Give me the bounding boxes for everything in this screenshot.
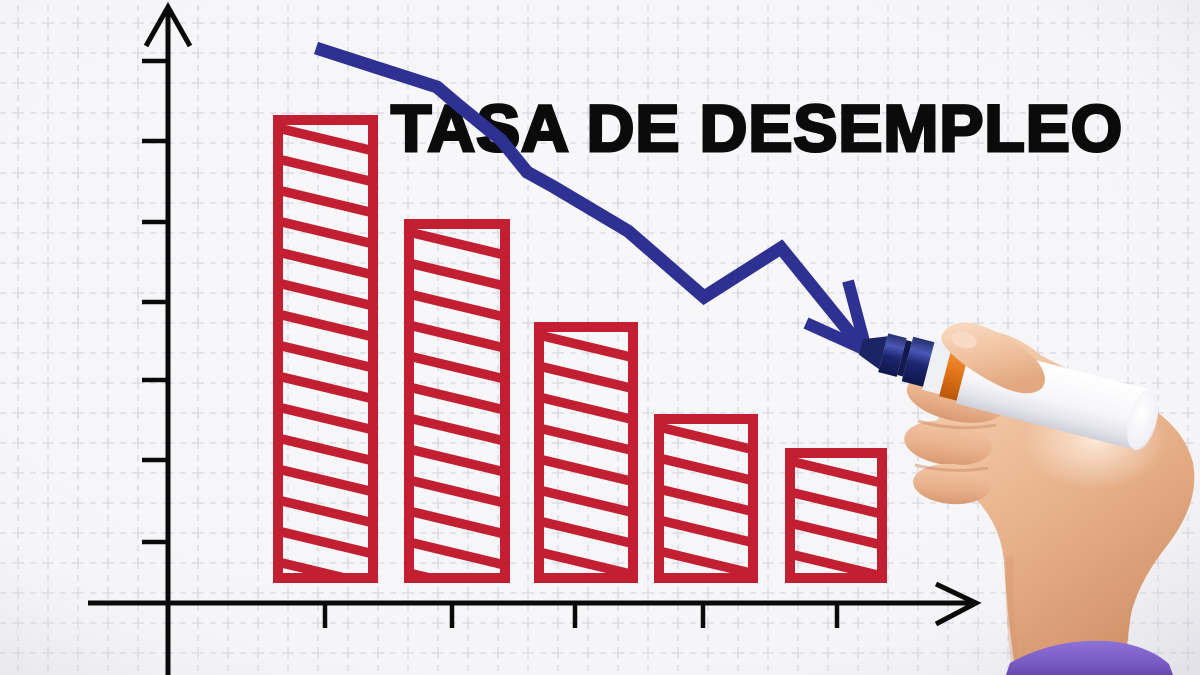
x-axis-arrowhead bbox=[934, 581, 982, 627]
bar bbox=[785, 448, 887, 583]
trend-line bbox=[314, 41, 869, 354]
thumb bbox=[941, 322, 1045, 394]
chart-title: TASA DE DESEMPLEO bbox=[391, 91, 1123, 165]
trend-line-group bbox=[314, 41, 872, 357]
middle-finger bbox=[904, 420, 992, 466]
bar bbox=[654, 414, 758, 583]
trend-arrowhead-barb bbox=[803, 317, 871, 357]
marker-collar bbox=[922, 339, 953, 395]
sleeve bbox=[1006, 640, 1173, 675]
bar-hatching bbox=[413, 228, 501, 574]
finger-crease bbox=[914, 463, 989, 472]
marker-ferrule-ring bbox=[901, 336, 935, 387]
bar-hatching bbox=[794, 457, 878, 574]
bar-hatching bbox=[543, 331, 629, 574]
bar bbox=[534, 322, 638, 583]
bar bbox=[273, 115, 378, 583]
bar-hatching bbox=[663, 423, 749, 574]
hand-illustration bbox=[858, 322, 1195, 675]
axes bbox=[88, 1, 982, 675]
ring-finger bbox=[913, 463, 991, 505]
bar bbox=[404, 219, 510, 583]
trend-arrowhead-barb bbox=[842, 279, 872, 351]
marker-end-cap bbox=[1127, 389, 1159, 451]
marker-ferrule-ring bbox=[878, 333, 907, 377]
y-axis-arrowhead bbox=[143, 1, 193, 48]
finger-crease bbox=[917, 419, 997, 430]
bars-group bbox=[273, 115, 887, 583]
marker-pen-tip bbox=[858, 336, 888, 370]
thumb-nail bbox=[951, 331, 977, 349]
marker-ferrule-groove bbox=[897, 340, 912, 377]
